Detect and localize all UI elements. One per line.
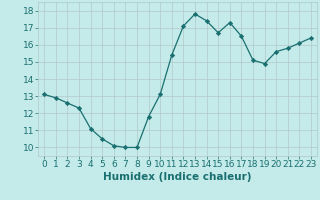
X-axis label: Humidex (Indice chaleur): Humidex (Indice chaleur): [103, 172, 252, 182]
